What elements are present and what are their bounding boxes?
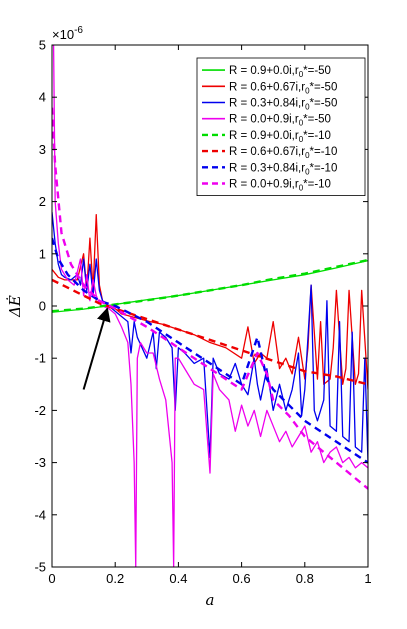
legend-label-5: R = 0.6+0.67i,r0*=-10 (229, 146, 337, 160)
legend-label-3: R = 0.0+0.9i,r0*=-50 (229, 114, 331, 128)
legend-label-6: R = 0.3+0.84i,r0*=-10 (229, 162, 337, 176)
legend-label-1: R = 0.6+0.67i,r0*=-50 (229, 81, 337, 95)
series-line-6 (52, 237, 368, 464)
series-line-3 (52, 45, 368, 567)
y-axis-exponent: ×10-6 (52, 25, 83, 42)
series-line-7 (52, 107, 368, 490)
y-tick-label: 3 (39, 142, 46, 157)
x-tick-label: 0.4 (169, 571, 187, 586)
y-axis-label: ΔĖ (6, 295, 24, 318)
y-tick-label: -4 (34, 507, 46, 522)
x-tick-label: 1 (364, 571, 371, 586)
legend-label-7: R = 0.0+0.9i,r0*=-10 (229, 179, 331, 193)
y-tick-label: -3 (34, 455, 46, 470)
y-tick-label: 5 (39, 38, 46, 53)
legend-label-0: R = 0.9+0.0i,r0*=-50 (229, 65, 331, 79)
x-tick-label: 0 (48, 571, 55, 586)
series-layer (52, 45, 368, 567)
y-tick-label: 4 (39, 90, 46, 105)
legend: R = 0.9+0.0i,r0*=-50 R = 0.6+0.67i,r0*=-5… (196, 57, 366, 197)
y-tick-label: -1 (34, 351, 46, 366)
series-line-2 (52, 211, 368, 463)
x-tick-label: 0.6 (233, 571, 251, 586)
series-line-5 (52, 278, 368, 386)
y-tick-label: -2 (34, 403, 46, 418)
legend-label-2: R = 0.3+0.84i,r0*=-50 (229, 98, 337, 112)
axis-ticks: 0 0.2 0.4 0.6 0.8 1 -5 -4 -3 -2 -1 0 1 2 3 4 5 (34, 38, 371, 587)
x-tick-label: 0.8 (296, 571, 314, 586)
annotation-arrow (82, 307, 111, 390)
x-axis-label: a (206, 591, 215, 609)
series-line-4 (52, 258, 368, 313)
y-tick-label: 1 (39, 246, 46, 261)
x-tick-label: 0.2 (106, 571, 124, 586)
y-tick-label: 0 (39, 299, 46, 314)
legend-box (196, 57, 366, 197)
y-tick-label: 2 (39, 194, 46, 209)
y-tick-label: -5 (34, 560, 46, 575)
legend-label-4: R = 0.9+0.0i,r0*=-10 (229, 130, 331, 144)
